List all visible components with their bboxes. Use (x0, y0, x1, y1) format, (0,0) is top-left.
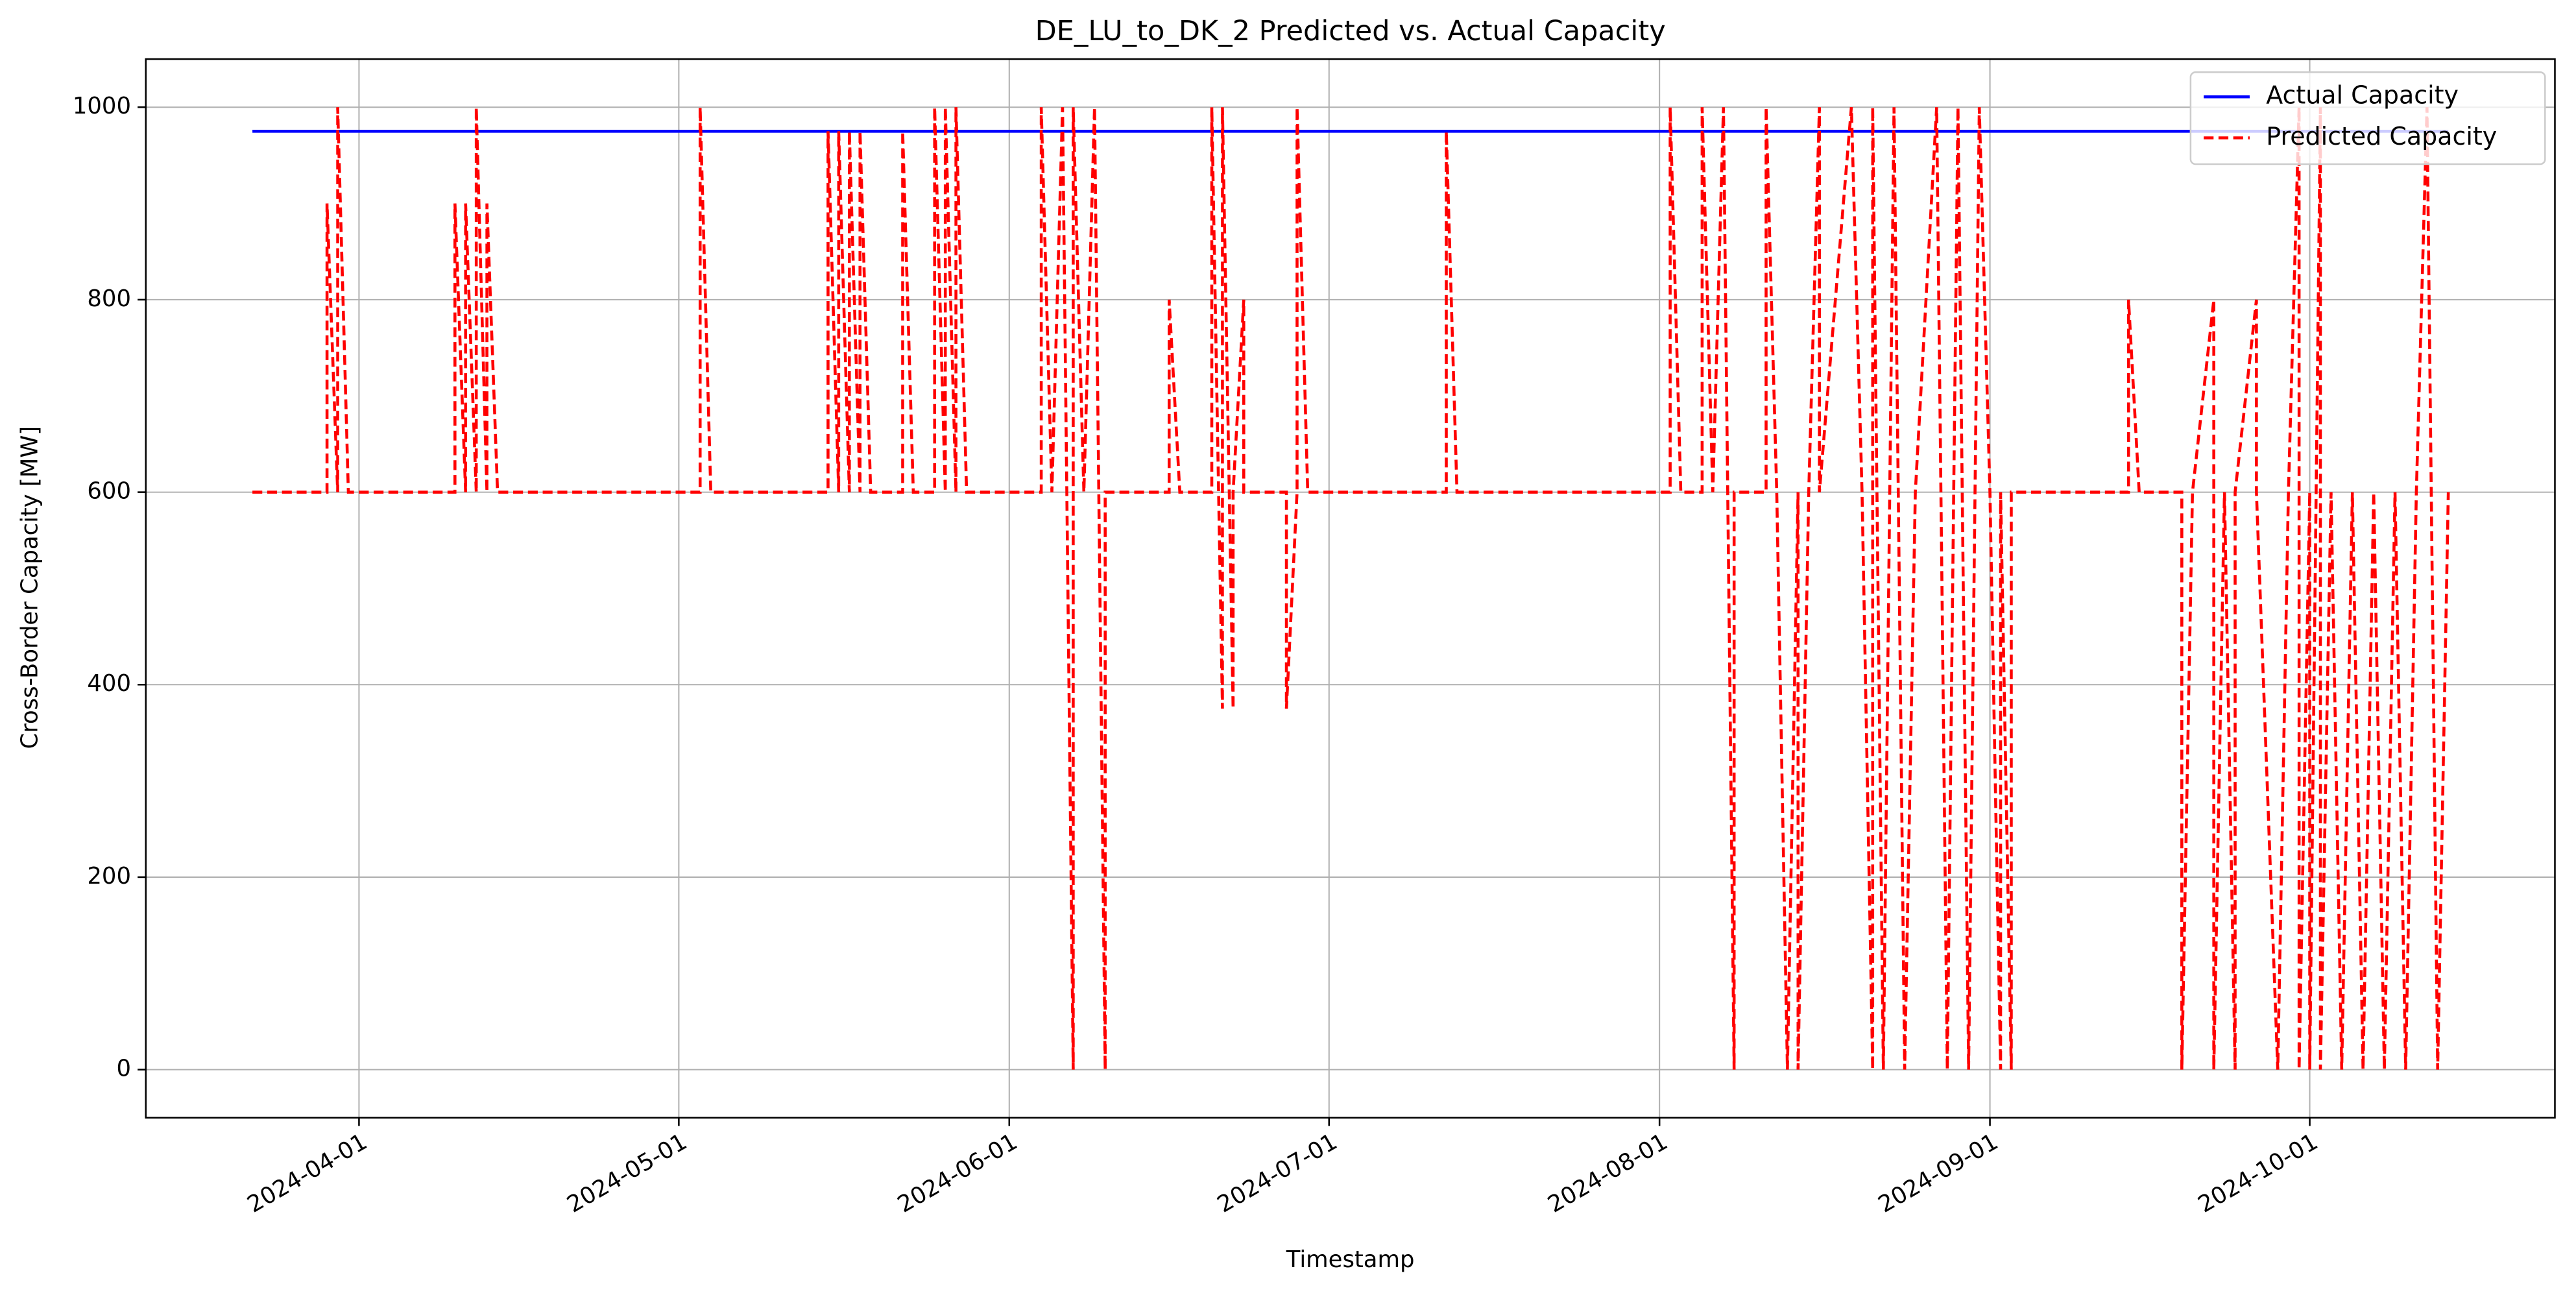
x-tick-label: 2024-04-01 (243, 1128, 372, 1218)
chart-title: DE_LU_to_DK_2 Predicted vs. Actual Capac… (1035, 15, 1666, 47)
x-tick-label: 2024-06-01 (893, 1128, 1022, 1218)
plot-frame (145, 58, 2556, 1119)
y-tick-label: 1000 (73, 93, 131, 119)
y-axis-label: Cross-Border Capacity [MW] (17, 426, 43, 749)
x-axis-label: Timestamp (1286, 1246, 1415, 1273)
y-tick-label: 600 (87, 478, 131, 505)
x-tick-label: 2024-08-01 (1543, 1128, 1672, 1218)
legend-label: Predicted Capacity (2266, 122, 2497, 151)
legend-box (2189, 71, 2546, 165)
legend-label: Actual Capacity (2266, 81, 2459, 110)
y-tick-label: 400 (87, 670, 131, 697)
x-tick-label: 2024-09-01 (1873, 1128, 2003, 1218)
y-tick-label: 200 (87, 863, 131, 890)
x-tick-label: 2024-07-01 (1213, 1128, 1342, 1218)
y-tick-label: 800 (87, 285, 131, 312)
series-line (252, 107, 2450, 1070)
x-tick-label: 2024-10-01 (2193, 1128, 2322, 1218)
x-tick-label: 2024-05-01 (562, 1128, 692, 1218)
y-tick-label: 0 (116, 1056, 131, 1082)
